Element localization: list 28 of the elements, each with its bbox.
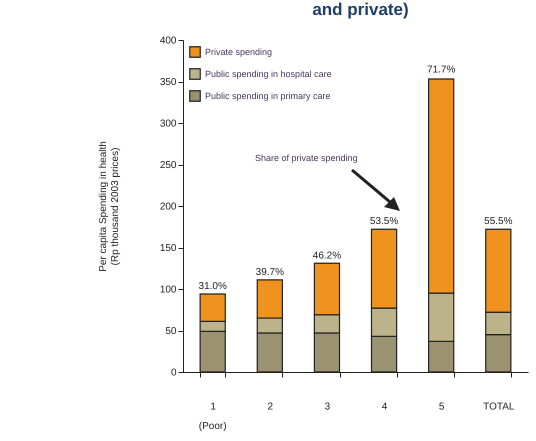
annotation: 31.0% (198, 280, 227, 292)
y-tick-label: 0 (170, 368, 177, 378)
x-tick-label: 1 (210, 402, 216, 412)
annotation: 46.2% (312, 250, 342, 262)
y-axis-title: Per capita Spending in health (Rp thousand 2003 prices) (98, 141, 121, 272)
legend-label: Public spending in hospital care (205, 69, 332, 79)
annotation: 53.5% (370, 216, 398, 228)
legend-label: Private spending (205, 47, 272, 57)
annotation: 71.7% (427, 64, 456, 76)
annotation: 39.7% (256, 266, 284, 278)
chart-title: and private) (312, 0, 409, 19)
x-tick-label: 4 (382, 402, 388, 412)
y-tick-label: 50 (165, 326, 177, 337)
x-tick-label: 5 (438, 402, 445, 412)
y-tick-label: 100 (160, 284, 177, 296)
x-tick-label: TOTAL (483, 402, 515, 412)
text: (Poor) (198, 421, 227, 432)
annotation: Share of private spending (255, 153, 358, 163)
x-tick-label: 3 (324, 402, 331, 412)
x-tick-label: 2 (268, 402, 274, 412)
y-tick-label: 200 (160, 202, 177, 212)
y-tick-label: 400 (160, 36, 177, 46)
annotation: 55.5% (484, 216, 513, 228)
y-tick-label: 150 (160, 243, 177, 254)
y-tick-label: 300 (160, 118, 177, 130)
y-tick-label: 250 (160, 160, 177, 171)
legend-label: Public spending in primary care (205, 91, 331, 101)
y-tick-label: 350 (160, 77, 177, 88)
